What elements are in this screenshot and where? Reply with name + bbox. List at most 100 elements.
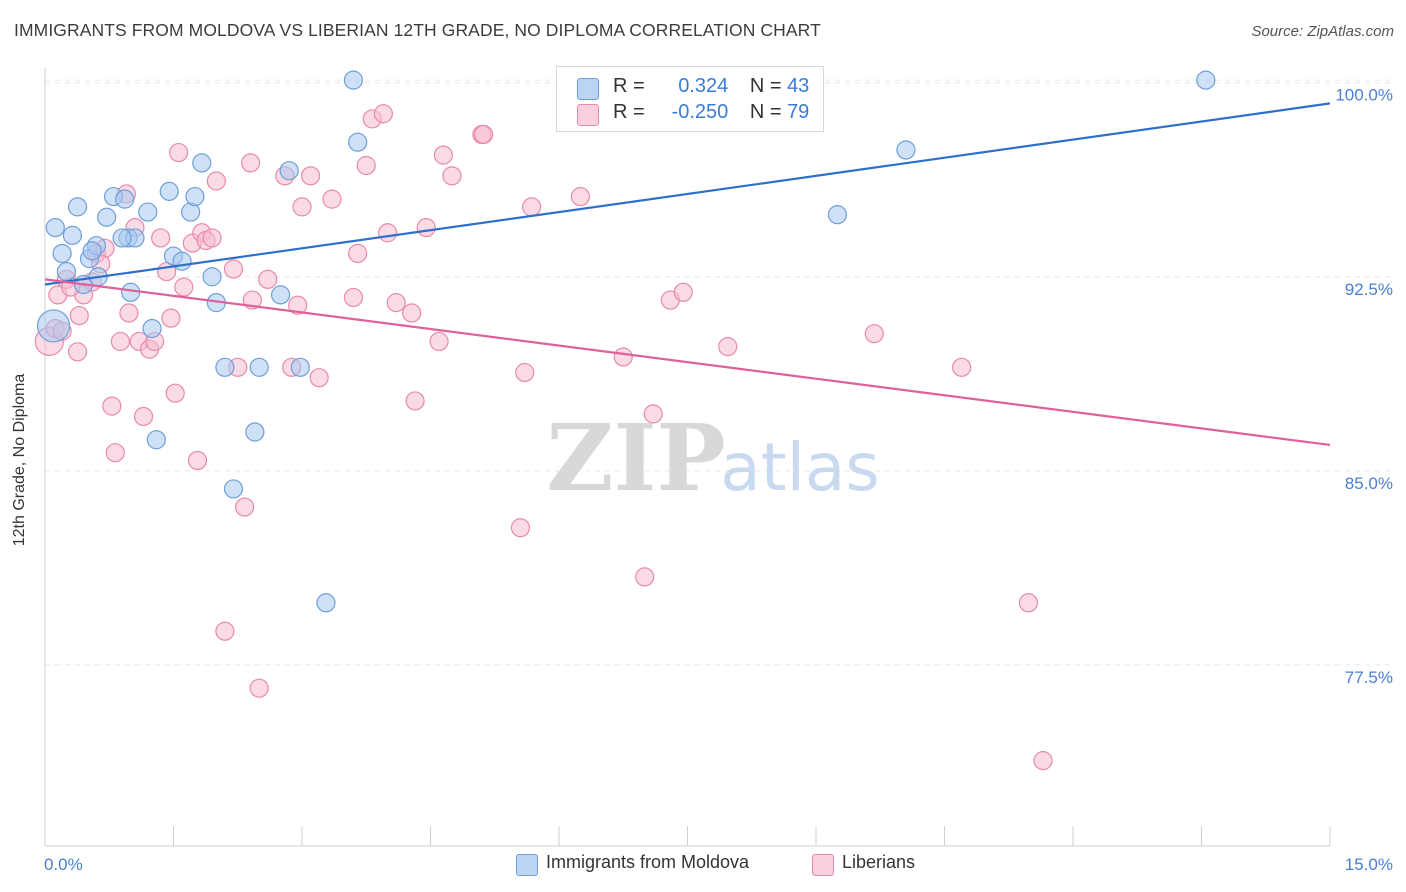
bottom-legend-label: Liberians <box>842 852 916 872</box>
point-liberians <box>613 347 633 367</box>
point-liberians <box>643 404 663 424</box>
point-moldova <box>223 479 244 499</box>
point-liberians <box>241 153 261 173</box>
legend-r-value: -0.250 <box>671 101 729 123</box>
bottom-legend-swatch-pink <box>812 854 834 876</box>
point-moldova <box>316 593 336 613</box>
point-liberians <box>161 308 181 328</box>
point-liberians <box>202 228 222 248</box>
trend-line-moldova <box>44 102 1331 286</box>
point-moldova <box>1196 70 1216 90</box>
point-liberians <box>322 189 342 209</box>
point-moldova <box>142 318 162 339</box>
point-moldova <box>896 140 916 160</box>
legend-swatch-pink <box>577 104 599 126</box>
point-liberians <box>378 223 398 243</box>
point-liberians <box>169 142 189 163</box>
axes <box>44 68 1331 847</box>
point-moldova <box>45 217 65 238</box>
point-liberians <box>223 259 244 279</box>
point-liberians <box>187 450 208 471</box>
legend-r-label: R = <box>613 75 645 97</box>
point-liberians <box>133 406 154 427</box>
point-liberians <box>405 391 425 411</box>
chart-title: IMMIGRANTS FROM MOLDOVA VS LIBERIAN 12TH… <box>14 20 821 40</box>
legend-n-label: N = <box>749 101 782 123</box>
point-moldova <box>112 228 132 248</box>
bottom-legend-label: Immigrants from Moldova <box>546 852 750 872</box>
point-liberians <box>718 337 738 357</box>
point-moldova <box>82 241 102 261</box>
watermark-atlas: atlas <box>720 429 880 506</box>
point-moldova <box>97 207 117 227</box>
x-tick-label: 15.0% <box>1345 855 1393 874</box>
trend-lines <box>44 102 1331 447</box>
point-liberians <box>429 331 449 352</box>
y-tick-label: 85.0% <box>1345 474 1393 493</box>
watermark-zip: ZIP <box>546 404 725 512</box>
point-liberians <box>515 362 535 383</box>
point-liberians <box>69 305 89 326</box>
point-liberians <box>570 186 591 207</box>
legend-n-value: 79 <box>787 101 810 123</box>
point-liberians <box>356 155 376 176</box>
point-liberians <box>288 295 308 315</box>
legend-n-label: N = <box>749 75 782 97</box>
point-moldova <box>159 181 179 201</box>
point-moldova <box>138 202 158 222</box>
point-moldova <box>185 186 205 207</box>
point-liberians <box>174 277 194 297</box>
chart-source: Source: ZipAtlas.com <box>1251 23 1394 40</box>
point-liberians <box>474 124 494 145</box>
point-moldova <box>67 197 88 217</box>
point-liberians <box>165 383 185 403</box>
tick-labels: 77.5% 85.0% 92.5% 100.0% 0.0% 15.0% <box>44 86 1393 874</box>
point-moldova <box>146 430 166 450</box>
point-liberians <box>258 269 278 289</box>
point-liberians <box>292 197 312 217</box>
point-liberians <box>1033 751 1053 771</box>
point-liberians <box>635 567 655 587</box>
point-moldova <box>827 205 848 225</box>
point-moldova <box>249 357 269 377</box>
trend-line-liberians <box>44 278 1331 447</box>
point-liberians <box>416 217 436 238</box>
legend-n-value: 43 <box>787 75 810 97</box>
point-moldova <box>290 357 310 377</box>
point-moldova <box>202 267 222 287</box>
point-moldova <box>270 285 291 305</box>
point-moldova <box>36 309 71 343</box>
point-liberians <box>521 197 542 217</box>
point-liberians <box>151 228 171 248</box>
bottom-legend-swatch-blue <box>516 854 538 876</box>
point-liberians <box>442 166 462 186</box>
y-tick-label: 92.5% <box>1345 280 1393 299</box>
point-moldova <box>215 357 235 377</box>
point-liberians <box>102 396 122 416</box>
watermark: ZIP atlas <box>546 404 879 512</box>
point-liberians <box>110 331 130 352</box>
point-moldova <box>245 422 265 442</box>
point-liberians <box>105 443 125 463</box>
point-moldova <box>62 225 83 245</box>
point-liberians <box>373 104 393 124</box>
legend-r-value: 0.324 <box>678 75 729 97</box>
point-liberians <box>309 368 329 388</box>
point-moldova <box>348 132 368 152</box>
point-liberians <box>119 303 139 323</box>
y-tick-label: 77.5% <box>1345 668 1393 687</box>
point-moldova <box>115 189 135 209</box>
legend-swatch-blue <box>577 78 599 100</box>
point-liberians <box>433 145 453 165</box>
point-liberians <box>300 166 321 186</box>
y-tick-label: 100.0% <box>1335 86 1393 105</box>
point-liberians <box>343 287 363 308</box>
point-liberians <box>1018 593 1039 613</box>
point-liberians <box>402 303 422 323</box>
point-moldova <box>279 161 299 181</box>
point-moldova <box>192 153 212 173</box>
point-liberians <box>952 357 972 377</box>
point-liberians <box>348 243 368 264</box>
point-moldova <box>343 70 363 90</box>
